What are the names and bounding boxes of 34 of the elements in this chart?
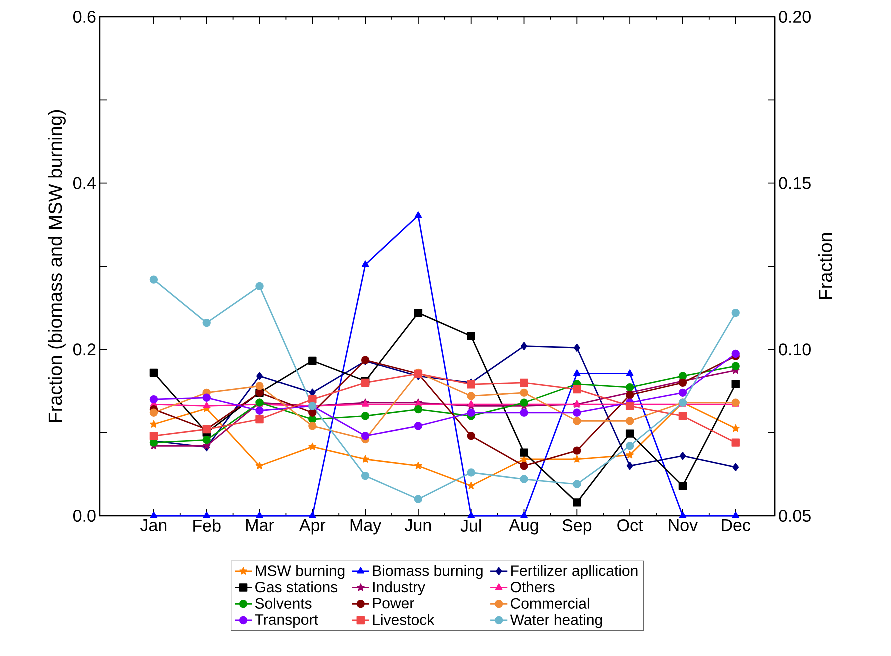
y-axis-title: Fraction (biomass and MSW burning) [48, 110, 66, 422]
y2-tick-label: 0.20 [779, 10, 811, 24]
y2-tick-label: 0.05 [779, 510, 811, 522]
y-tick-label: 0.6 [73, 10, 96, 24]
legend-label: MSW burning [256, 565, 345, 580]
legend-label: Industry [374, 582, 426, 596]
legend-label: Gas stations [256, 582, 338, 593]
x-tick-label: Feb [194, 520, 221, 532]
legend-label: Others [511, 582, 555, 593]
x-tick-label: Nov [669, 520, 698, 532]
x-tick-label: Oct [618, 520, 644, 532]
x-tick-label: Jun [405, 520, 432, 532]
y2-axis-title: Fraction [818, 233, 832, 300]
legend-label: Solvents [255, 598, 312, 609]
legend-label: Water heating [510, 614, 602, 628]
x-tick-label: Dec [722, 520, 751, 532]
y-tick-label: 0.2 [73, 344, 96, 356]
y-tick-label: 0.4 [73, 177, 96, 190]
legend-label: Fertilizer apllication [512, 565, 638, 580]
y2-tick-label: 0.10 [779, 344, 811, 356]
y2-tick-label: 0.15 [779, 177, 811, 190]
legend-label: Transport [255, 614, 318, 628]
x-tick-label: Apr [299, 520, 326, 535]
x-tick-label: May [350, 520, 382, 535]
x-tick-label: Jan [140, 520, 167, 532]
legend-label: Biomass burning [373, 565, 483, 580]
x-tick-label: Sep [562, 520, 592, 535]
legend-label: Power [373, 598, 414, 609]
legend-label: Livestock [373, 614, 435, 626]
legend-label: Commercial [511, 598, 590, 609]
x-tick-label: Aug [509, 520, 538, 535]
x-tick-label: Mar [246, 520, 274, 532]
x-tick-label: Jul [460, 520, 482, 532]
y-tick-label: 0.0 [73, 510, 96, 522]
